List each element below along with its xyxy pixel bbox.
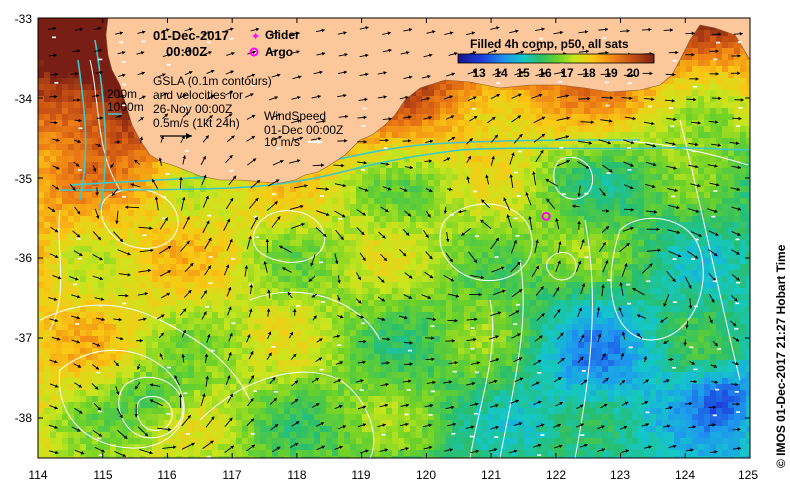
axis-ticks (37, 17, 751, 458)
lon-tick-label: 122 (545, 468, 567, 482)
argo-legend-marker (249, 47, 259, 57)
velocity-arrows (47, 26, 744, 458)
lat-tick-label: -36 (14, 251, 32, 265)
lon-tick-label: 125 (737, 468, 759, 482)
gsla-note-line3: 26-Nov 00:00Z (153, 102, 233, 116)
lat-tick-label: -35 (14, 172, 32, 186)
colorbar-tick: 15 (516, 66, 530, 80)
lon-tick-label: 117 (222, 468, 242, 482)
lon-tick-label: 123 (609, 468, 631, 482)
wind-scale-arrow (308, 139, 322, 145)
lat-tick-label: -37 (14, 331, 32, 345)
gsla-note-line2: and velocities for (153, 88, 244, 102)
gsla-contours (39, 39, 750, 458)
lon-tick-label: 120 (415, 468, 437, 482)
argo-marker (541, 211, 551, 221)
gsla-note-line4: 0.5m/s (1kt 24h) (153, 116, 240, 130)
lon-tick-label: 114 (28, 468, 48, 482)
colorbar-tick: 13 (472, 66, 486, 80)
isobath-label-200: 200m (107, 87, 138, 101)
colorbar (457, 53, 655, 64)
lon-tick-label: 116 (157, 468, 177, 482)
gsla-note-line1: GSLA (0.1m contours) (153, 74, 272, 88)
argo-legend-label: Argo (265, 45, 293, 59)
wind-note-line2: 01-Dec 00:00Z (264, 123, 344, 137)
colorbar-title: Filled 4h comp, p50, all sats (470, 37, 629, 51)
plot-frame (37, 17, 751, 459)
lon-tick-label: 115 (93, 468, 113, 482)
lon-tick-label: 119 (351, 468, 371, 482)
colorbar-tick: 14 (494, 66, 508, 80)
map-date: 01-Dec-2017 (153, 28, 229, 43)
colorbar-tick: 17 (560, 66, 574, 80)
glider-legend-label: Glider (265, 28, 300, 42)
lat-tick-label: -38 (14, 411, 32, 425)
colorbar-tick: 16 (538, 66, 552, 80)
colorbar-tick: 18 (582, 66, 596, 80)
colorbar-tick: 19 (604, 66, 618, 80)
lon-tick-label: 124 (674, 468, 696, 482)
lon-tick-label: 118 (287, 468, 307, 482)
imos-credit: © IMOS 01-Dec-2017 21:27 Hobart Time (774, 244, 788, 468)
lon-tick-label: 121 (480, 468, 502, 482)
lat-tick-label: -34 (14, 92, 32, 106)
colorbar-tick: 20 (626, 66, 640, 80)
glider-legend-marker: ✦ (251, 30, 260, 43)
gsla-scale-arrow (160, 133, 192, 139)
isobath-label-1000: 1000m (107, 100, 144, 114)
wind-note-line1: WindSpeed (264, 109, 327, 123)
lat-tick-label: -33 (14, 12, 32, 26)
map-time: 00:00Z (166, 44, 208, 59)
wind-note-line3: 10 m/s (264, 135, 301, 149)
